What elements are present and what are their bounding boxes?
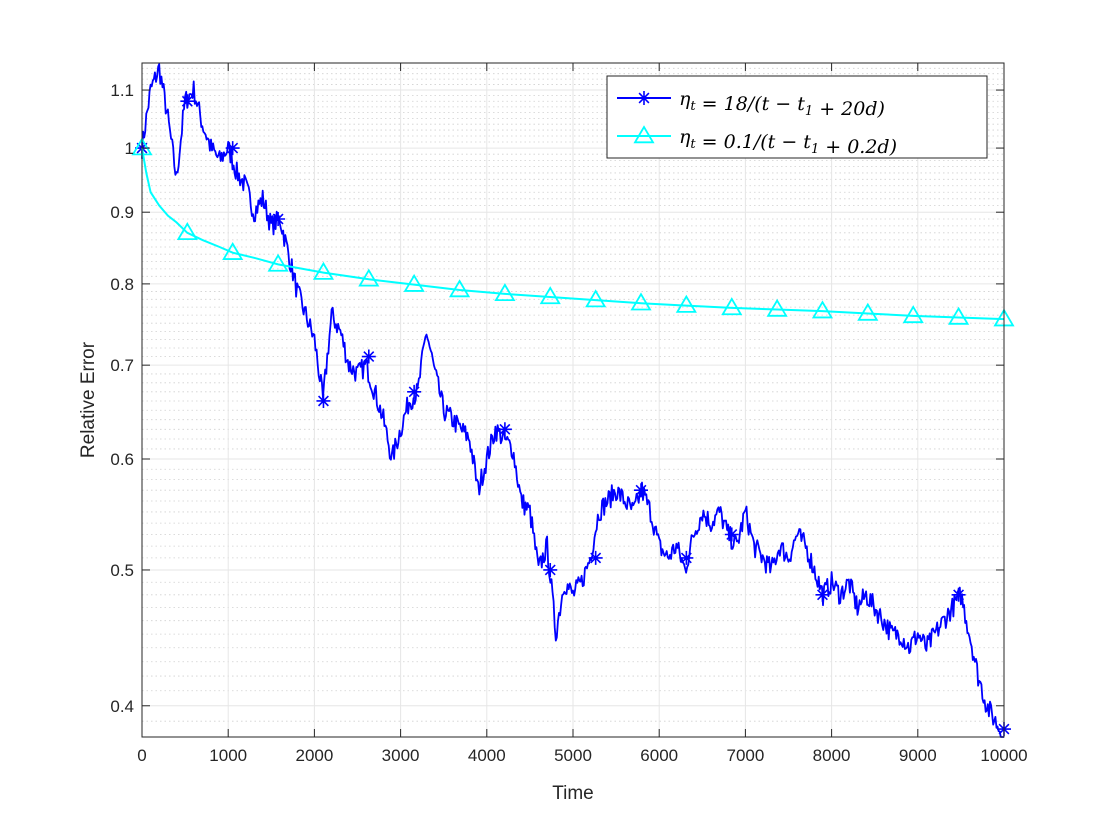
y-tick-label: 0.5 — [110, 561, 134, 580]
series-marker — [766, 298, 788, 317]
series-marker — [857, 302, 879, 321]
legend-marker — [633, 125, 655, 144]
y-tick-label: 0.8 — [110, 275, 134, 294]
legend-subscript: 1 — [805, 104, 813, 119]
series-2 — [131, 137, 1015, 327]
series-marker — [316, 393, 331, 408]
series-marker — [630, 292, 652, 311]
series-marker — [675, 294, 697, 313]
series-marker — [448, 279, 471, 298]
x-axis-label: Time — [552, 783, 594, 804]
y-tick-label: 1 — [125, 139, 134, 158]
y-tick-label: 0.7 — [110, 356, 134, 375]
series-marker — [539, 286, 561, 305]
series-marker — [407, 384, 422, 399]
series-marker — [951, 587, 966, 602]
series-marker — [811, 300, 834, 319]
series-line — [141, 147, 1005, 321]
legend-label: ηt = 0.1/(t − t1 + 0.2d) — [679, 126, 897, 158]
x-tick-label: 6000 — [640, 746, 678, 765]
series-marker — [815, 587, 830, 602]
x-tick-label: 1000 — [209, 746, 247, 765]
legend-subscript: 1 — [811, 142, 819, 157]
series-marker — [543, 562, 558, 577]
legend: ηt = 18/(t − t1 + 20d)ηt = 0.1/(t − t1 +… — [606, 75, 988, 159]
series-marker — [312, 261, 335, 280]
series-marker — [494, 283, 516, 302]
x-tick-label: 2000 — [295, 746, 333, 765]
y-tick-label: 0.6 — [110, 450, 134, 469]
x-tick-label: 5000 — [554, 746, 592, 765]
series-line — [141, 63, 1004, 738]
x-tick-label: 8000 — [813, 746, 851, 765]
x-tick-label: 3000 — [382, 746, 420, 765]
series-marker — [222, 241, 244, 260]
legend-subscript: t — [690, 137, 696, 152]
series-marker — [634, 483, 649, 498]
legend-text-part: + 20d) — [813, 98, 885, 120]
series-marker — [679, 550, 694, 565]
legend-label: ηt = 18/(t − t1 + 20d) — [679, 88, 885, 120]
x-tick-label: 9000 — [899, 746, 937, 765]
series-marker — [180, 94, 195, 109]
legend-text-part: η — [679, 126, 691, 148]
x-axis: 0 1000 2000 3000 4000 5000 6000 7000 8000 9000 100… — [137, 63, 1028, 765]
series-marker — [585, 289, 607, 308]
series-marker — [176, 222, 198, 241]
legend-text-part: = 18/(t − t — [696, 93, 806, 115]
legend-subscript: t — [690, 99, 696, 114]
series-marker — [225, 141, 240, 156]
y-tick-label: 0.4 — [110, 697, 134, 716]
series-marker — [721, 297, 743, 316]
x-tick-label: 10000 — [980, 746, 1027, 765]
major-grid — [141, 63, 1005, 737]
series-marker — [947, 306, 970, 325]
legend-text-part: = 0.1/(t − t — [696, 131, 812, 153]
y-axis-label: Relative Error — [78, 341, 99, 458]
legend-marker — [637, 91, 651, 105]
series-marker — [497, 422, 512, 437]
y-tick-label: 0.9 — [110, 203, 134, 222]
legend-box — [606, 75, 988, 159]
series-marker — [588, 550, 603, 565]
x-tick-label: 7000 — [726, 746, 764, 765]
series-marker — [724, 527, 739, 542]
y-axis: 0.4 0.5 0.6 0.7 0.8 0.9 1 1.1 — [110, 81, 1004, 716]
y-tick-label: 1.1 — [110, 81, 134, 100]
legend-text-part: + 0.2d) — [819, 136, 897, 158]
series-marker — [358, 268, 380, 287]
series-marker — [361, 349, 376, 364]
series-marker — [403, 273, 425, 292]
x-tick-label: 4000 — [468, 746, 506, 765]
series-layer — [131, 63, 1015, 738]
series-marker — [271, 211, 286, 226]
series-marker — [267, 253, 289, 272]
legend-text-part: η — [679, 88, 691, 110]
x-tick-label: 0 — [137, 746, 146, 765]
series-marker — [902, 305, 924, 324]
